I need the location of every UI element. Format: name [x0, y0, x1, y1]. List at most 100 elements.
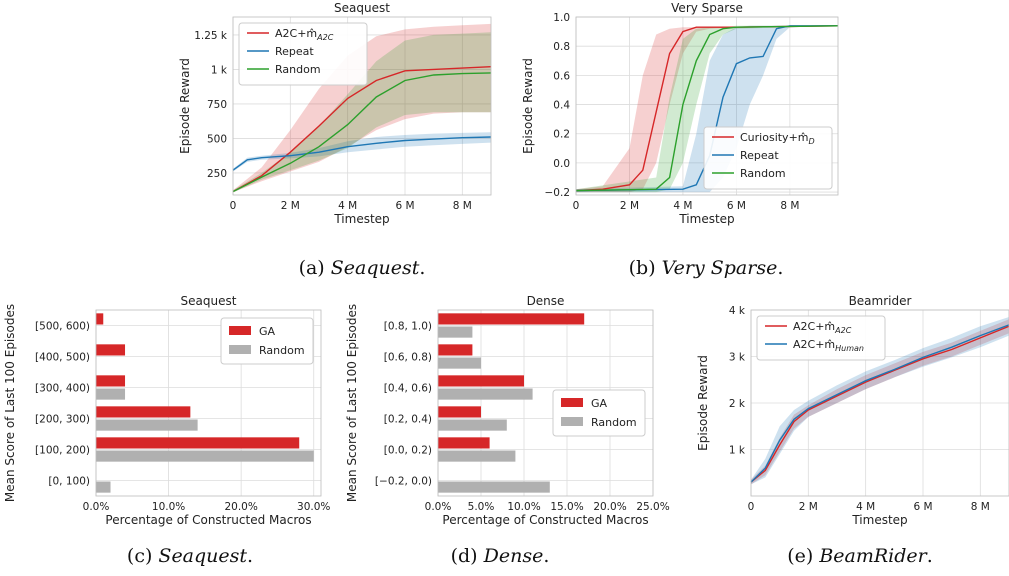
series-line-green: [575, 25, 839, 192]
x-tick-label: 8 M: [780, 200, 799, 212]
legend-label: Repeat: [740, 149, 779, 162]
chart-b: 0 2 M 4 M 6 M 8 M −0.2 0.0 0.2 0.4 0.6 0.8 1.0 Very …: [521, 1, 839, 226]
y-tick-label: −0.2: [545, 187, 571, 199]
chart-title: Dense: [527, 294, 565, 308]
legend-label: GA: [259, 325, 276, 338]
bar-red: [438, 437, 490, 449]
y-tick-label: [300, 400): [35, 383, 90, 395]
y-axis-label: Episode Reward: [178, 58, 192, 154]
x-tick-label: 5.0%: [468, 501, 495, 513]
plot-frame: [95, 309, 322, 497]
chart-title: Seaquest: [334, 1, 390, 15]
legend-swatch: [229, 326, 251, 335]
series-line-red: [575, 25, 839, 192]
legend-label: A2C+m̂Human: [793, 338, 864, 353]
legend-label: GA: [591, 397, 608, 410]
y-tick-label: 500: [207, 133, 227, 145]
bar-red: [438, 375, 524, 387]
legend-box: [756, 315, 886, 361]
y-tick-label: [−0.2, 0.0): [375, 476, 432, 488]
x-tick-label: 8 M: [453, 200, 472, 212]
y-tick-label: 1 k: [211, 64, 228, 76]
x-tick-label: 20.0%: [593, 501, 626, 513]
y-tick-label: [0.0, 0.2): [384, 445, 432, 457]
y-tick-label: 250: [207, 168, 227, 180]
legend-box: [238, 22, 368, 86]
series-line-blue: [750, 324, 1009, 483]
x-tick-label: 0: [230, 200, 237, 212]
plot-frame: [232, 16, 492, 196]
y-tick-label: 750: [207, 99, 227, 111]
legend-label: Random: [740, 167, 786, 180]
bar-gray: [96, 388, 126, 400]
series-line-red: [232, 66, 492, 193]
chart-c: 0.0% 10.0% 20.0% 30.0% [500, 600) [400, 500) […: [3, 294, 330, 527]
x-axis-label: Timestep: [851, 513, 907, 527]
series-band-red: [233, 23, 491, 193]
caption-d: (d) Dense.: [451, 545, 550, 567]
x-tick-label: 25.0%: [636, 501, 669, 513]
series-line-blue: [232, 136, 492, 171]
legend-label: Random: [259, 344, 305, 357]
chart-title: Very Sparse: [671, 1, 743, 15]
x-tick-label: 6 M: [727, 200, 746, 212]
x-tick-label: 15.0%: [550, 501, 583, 513]
legend-label: Repeat: [275, 45, 314, 58]
legend-swatch: [561, 398, 583, 407]
chart-d: 0.0% 5.0% 10.0% 15.0% 20.0% 25.0% [0.8, 1.0) [0…: [345, 294, 670, 527]
caption-a: (a) Seaquest.: [299, 257, 426, 279]
x-tick-label: 10.0%: [152, 501, 185, 513]
y-tick-label: 0.8: [553, 41, 570, 53]
legend-swatch: [229, 345, 251, 354]
plot-frame: [750, 309, 1009, 497]
x-axis-label: Percentage of Constructed Macros: [442, 513, 648, 527]
bar-red: [438, 344, 473, 356]
bar-gray: [96, 450, 314, 462]
y-tick-label: 0.0: [553, 158, 570, 170]
legend: Curiosity+m̂D Repeat Random: [703, 126, 833, 190]
x-tick-label: 0.0%: [83, 501, 110, 513]
bar-red: [96, 406, 191, 418]
x-tick-label: 6 M: [913, 501, 932, 513]
y-tick-label: 0.2: [553, 129, 570, 141]
y-axis-label: Episode Reward: [696, 355, 710, 451]
legend: GA Random: [220, 317, 314, 365]
x-tick-label: 4 M: [338, 200, 357, 212]
bar-gray: [438, 419, 507, 431]
x-tick-label: 0: [748, 501, 755, 513]
y-axis-label: Mean Score of Last 100 Episodes: [3, 304, 17, 502]
y-tick-label: 1.0: [553, 12, 570, 24]
series-band-red: [751, 319, 1009, 485]
legend: GA Random: [552, 389, 646, 437]
y-tick-label: [0.8, 1.0): [384, 321, 432, 333]
bar-red: [438, 313, 585, 325]
legend: A2C+m̂A2C Repeat Random: [238, 22, 368, 86]
bar-red: [96, 375, 126, 387]
y-tick-label: 2 k: [729, 398, 746, 410]
x-tick-label: 2 M: [620, 200, 639, 212]
bar-gray: [96, 419, 198, 431]
y-axis-label: Episode Reward: [521, 58, 535, 154]
plot-frame: [437, 309, 654, 497]
x-tick-label: 4 M: [856, 501, 875, 513]
x-axis-label: Percentage of Constructed Macros: [105, 513, 311, 527]
x-tick-label: 0: [573, 200, 580, 212]
x-tick-label: 0.0%: [425, 501, 452, 513]
x-tick-label: 6 M: [395, 200, 414, 212]
y-tick-label: [500, 600): [35, 321, 90, 333]
y-tick-label: [0.4, 0.6): [384, 383, 432, 395]
caption-c: (c) Seaquest.: [127, 545, 253, 567]
y-tick-label: [0.2, 0.4): [384, 414, 432, 426]
y-tick-label: 4 k: [729, 305, 746, 317]
caption-b: (b) Very Sparse.: [629, 257, 784, 279]
legend-label: Random: [275, 63, 321, 76]
bar-gray: [438, 357, 481, 369]
y-tick-label: 1.25 k: [194, 30, 228, 42]
bar-red: [96, 344, 126, 356]
legend-swatch: [561, 417, 583, 426]
legend-label: A2C+m̂A2C: [793, 320, 852, 335]
x-axis-label: Timestep: [333, 212, 389, 226]
x-tick-label: 10.0%: [507, 501, 540, 513]
bar-gray: [96, 481, 111, 493]
bar-gray: [438, 450, 516, 462]
